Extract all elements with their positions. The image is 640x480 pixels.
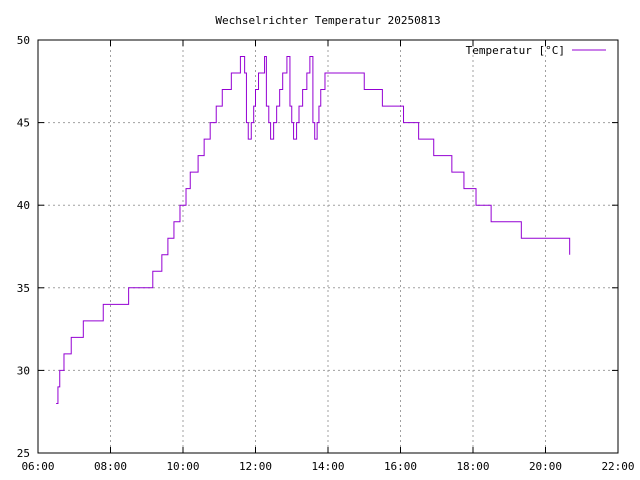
x-tick-label: 06:00	[21, 460, 54, 473]
x-tick-label: 22:00	[601, 460, 634, 473]
y-tick-label: 40	[17, 199, 30, 212]
series-layer	[56, 56, 571, 404]
legend: Temperatur [°C]	[466, 44, 606, 57]
x-tick-label: 16:00	[384, 460, 417, 473]
x-tick-label: 14:00	[311, 460, 344, 473]
ticks: 25 30 35 40 45 50 06:00 08:00 10:00 12:00 14:00 16:…	[17, 34, 635, 473]
y-tick-label: 30	[17, 364, 30, 377]
y-tick-label: 50	[17, 34, 30, 47]
x-tick-label: 08:00	[94, 460, 127, 473]
chart-title: Wechselrichter Temperatur 20250813	[215, 14, 440, 27]
series-line	[56, 56, 571, 404]
x-tick-label: 10:00	[166, 460, 199, 473]
y-tick-label: 35	[17, 282, 30, 295]
y-tick-label: 45	[17, 117, 30, 130]
y-tick-label: 25	[17, 447, 30, 460]
x-tick-label: 20:00	[529, 460, 562, 473]
x-tick-label: 18:00	[456, 460, 489, 473]
x-tick-label: 12:00	[239, 460, 272, 473]
legend-label: Temperatur [°C]	[466, 44, 565, 57]
